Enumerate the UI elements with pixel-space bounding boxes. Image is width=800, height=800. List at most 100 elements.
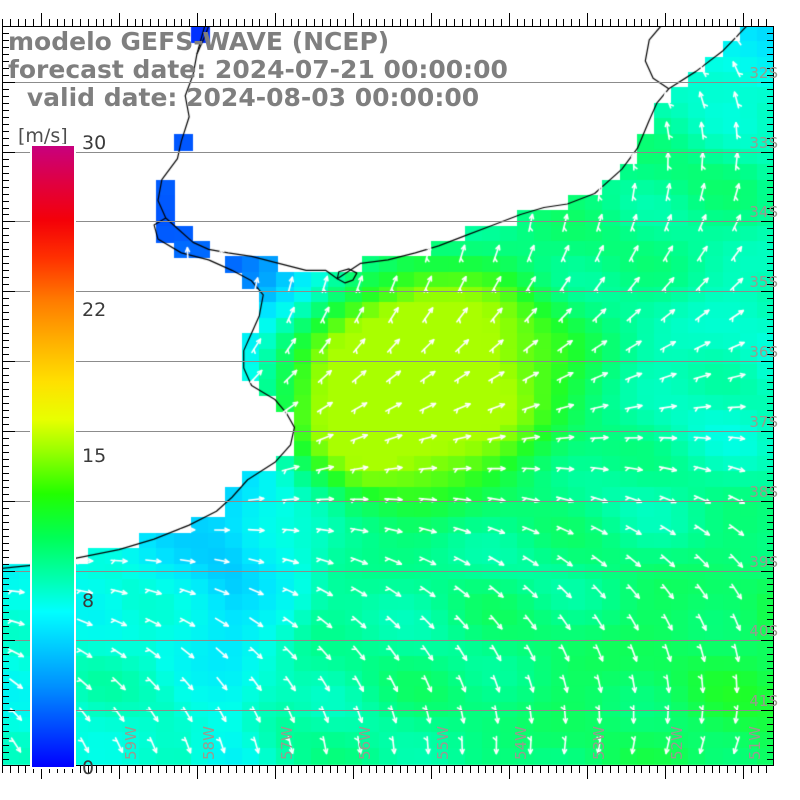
tick-minor: [236, 19, 237, 26]
tick-minor: [767, 256, 774, 257]
tick-minor: [485, 19, 486, 26]
tick-minor: [767, 180, 774, 181]
tick-minor: [18, 766, 19, 773]
longitude-label: 52W: [667, 726, 686, 760]
longitude-label: 53W: [589, 726, 608, 760]
tick-minor: [49, 766, 50, 773]
tick-minor: [767, 403, 774, 404]
tick-minor: [2, 180, 9, 181]
tick-minor: [259, 766, 260, 773]
latitude-label: 34S: [749, 203, 778, 222]
tick-major: [41, 13, 42, 26]
tick-minor: [236, 766, 237, 773]
tick-minor: [2, 284, 9, 285]
tick-major: [2, 152, 15, 153]
tick-minor: [291, 766, 292, 773]
tick-minor: [2, 187, 9, 188]
colorbar-tick-label: 15: [82, 444, 107, 467]
gridline-horizontal: [2, 710, 774, 711]
tick-minor: [2, 494, 9, 495]
tick-major: [761, 431, 774, 432]
tick-marks-bottom: [2, 766, 774, 780]
tick-minor: [2, 389, 9, 390]
tick-minor: [407, 766, 408, 773]
tick-major: [743, 766, 744, 779]
tick-minor: [181, 19, 182, 26]
tick-minor: [400, 766, 401, 773]
tick-minor: [626, 19, 627, 26]
tick-major: [509, 766, 510, 779]
tick-minor: [579, 19, 580, 26]
tick-minor: [2, 480, 9, 481]
tick-major: [2, 640, 15, 641]
tick-minor: [524, 766, 525, 773]
tick-minor: [673, 19, 674, 26]
tick-minor: [2, 459, 9, 460]
tick-minor: [548, 19, 549, 26]
tick-minor: [556, 766, 557, 773]
tick-major: [743, 13, 744, 26]
tick-minor: [446, 766, 447, 773]
tick-minor: [228, 766, 229, 773]
tick-minor: [10, 19, 11, 26]
tick-minor: [2, 738, 9, 739]
tick-minor: [2, 731, 9, 732]
tick-minor: [767, 752, 774, 753]
tick-minor: [571, 766, 572, 773]
tick-minor: [2, 26, 9, 27]
tick-minor: [767, 340, 774, 341]
tick-minor: [767, 717, 774, 718]
tick-minor: [680, 766, 681, 773]
tick-minor: [767, 249, 774, 250]
tick-minor: [767, 298, 774, 299]
tick-minor: [478, 19, 479, 26]
wind-direction-arrows-canvas: [2, 26, 774, 766]
tick-minor: [758, 19, 759, 26]
tick-minor: [767, 668, 774, 669]
tick-minor: [244, 19, 245, 26]
tick-minor: [751, 19, 752, 26]
colorbar-gradient: [30, 144, 76, 769]
tick-minor: [610, 19, 611, 26]
tick-minor: [767, 89, 774, 90]
tick-minor: [719, 766, 720, 773]
tick-minor: [259, 19, 260, 26]
tick-minor: [735, 19, 736, 26]
tick-minor: [767, 654, 774, 655]
tick-minor: [439, 19, 440, 26]
tick-minor: [158, 19, 159, 26]
tick-minor: [127, 19, 128, 26]
tick-minor: [361, 19, 362, 26]
tick-major: [275, 766, 276, 779]
tick-minor: [415, 19, 416, 26]
tick-minor: [2, 242, 9, 243]
tick-minor: [2, 417, 9, 418]
longitude-label: 56W: [355, 726, 374, 760]
tick-minor: [767, 187, 774, 188]
tick-minor: [767, 47, 774, 48]
tick-minor: [767, 375, 774, 376]
tick-minor: [2, 89, 9, 90]
tick-major: [431, 13, 432, 26]
tick-minor: [267, 19, 268, 26]
tick-minor: [2, 605, 9, 606]
tick-minor: [2, 703, 9, 704]
tick-major: [587, 766, 588, 779]
tick-major: [119, 766, 120, 779]
latitude-label: 36S: [749, 343, 778, 362]
tick-minor: [2, 235, 9, 236]
tick-minor: [680, 19, 681, 26]
latitude-label: 32S: [749, 63, 778, 82]
tick-major: [2, 501, 15, 502]
tick-major: [761, 710, 774, 711]
tick-minor: [548, 766, 549, 773]
tick-minor: [361, 766, 362, 773]
colorbar-unit-label: [m/s]: [18, 125, 68, 147]
tick-minor: [345, 19, 346, 26]
tick-major: [353, 13, 354, 26]
tick-minor: [2, 452, 9, 453]
tick-minor: [2, 103, 9, 104]
tick-minor: [767, 368, 774, 369]
tick-minor: [688, 19, 689, 26]
